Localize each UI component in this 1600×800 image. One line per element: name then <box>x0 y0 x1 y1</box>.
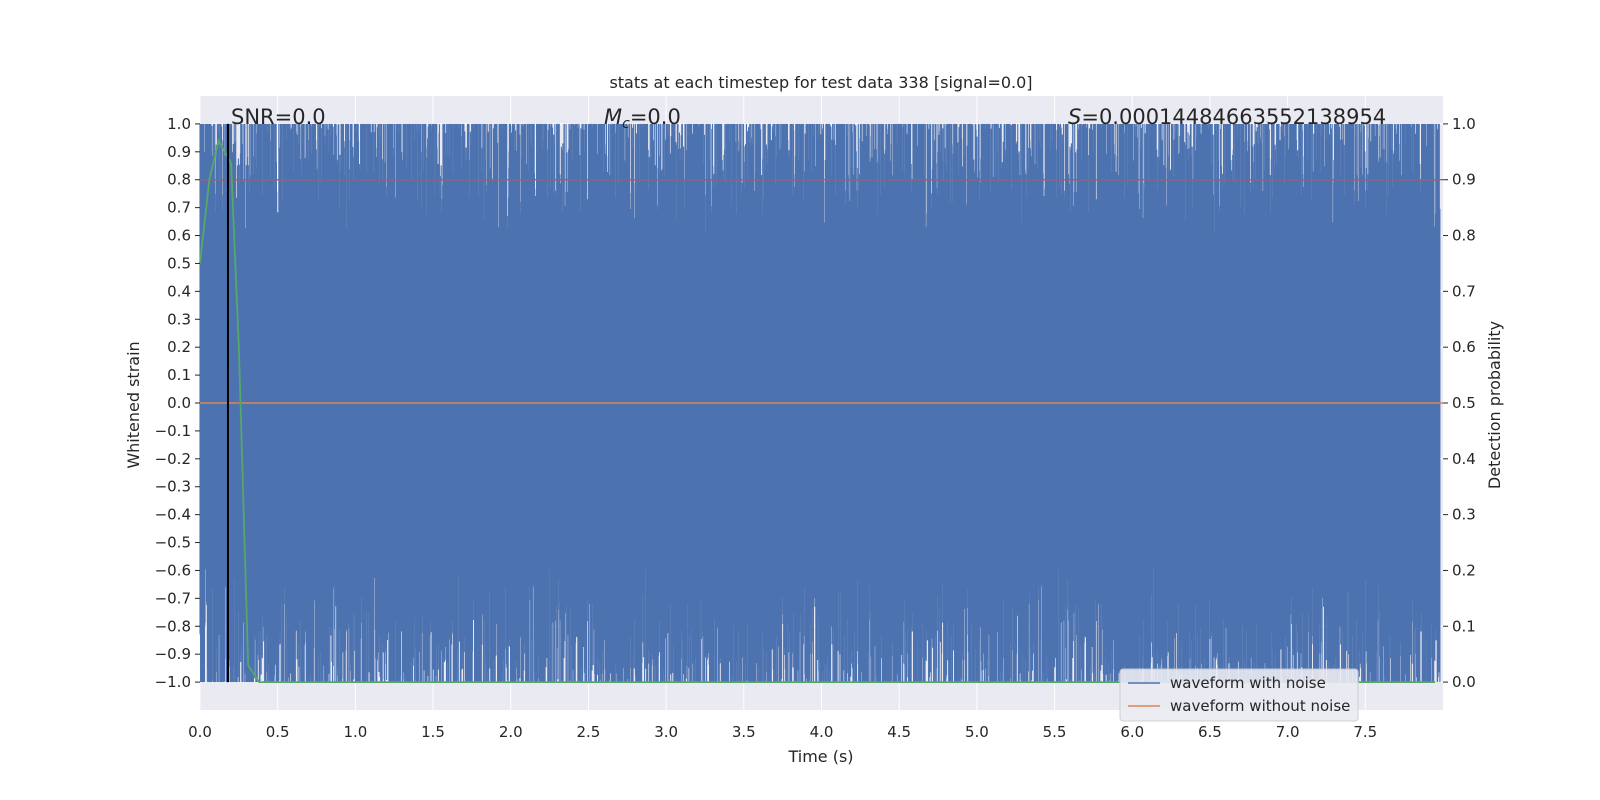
y-right-tick-label: 0.6 <box>1452 338 1476 356</box>
y-right-tick-label: 0.1 <box>1452 617 1476 635</box>
x-tick-label: 2.5 <box>577 723 601 741</box>
legend-label-noise: waveform with noise <box>1170 674 1326 692</box>
x-tick-label: 1.5 <box>421 723 445 741</box>
x-tick-label: 7.5 <box>1353 723 1377 741</box>
x-tick-label: 0.5 <box>266 723 290 741</box>
y-left-tick-label: 0.6 <box>167 227 191 245</box>
chirp-mass-symbol: M <box>604 105 622 129</box>
y-left-tick-label: −0.4 <box>155 506 191 524</box>
x-axis-label: Time (s) <box>787 747 853 766</box>
chirp-mass-subscript: c <box>622 116 630 132</box>
s-annotation: S=0.00014484663552138954 <box>1068 105 1386 129</box>
y-left-tick-label: 0.9 <box>167 143 191 161</box>
y-right-tick-label: 0.0 <box>1452 673 1476 691</box>
y-right-tick-label: 0.3 <box>1452 506 1476 524</box>
series-detection-probability <box>199 138 1436 683</box>
chart-title: stats at each timestep for test data 338… <box>609 73 1032 92</box>
y-right-tick-label: 0.4 <box>1452 450 1476 468</box>
snr-annotation: SNR=0.0 <box>231 105 326 129</box>
x-tick-label: 5.5 <box>1043 723 1067 741</box>
y-left-axis-label: Whitened strain <box>124 341 143 468</box>
y-left-tick-label: −0.7 <box>155 589 191 607</box>
y-left-tick-label: 0.1 <box>167 366 191 384</box>
series-layer <box>199 123 1443 683</box>
x-tick-label: 0.0 <box>188 723 212 741</box>
x-tick-label: 7.0 <box>1276 723 1300 741</box>
x-tick-label: 4.0 <box>810 723 834 741</box>
tick-labels: 0.0 0.5 1.0 1.5 2.0 2.5 3.0 3.5 4.0 4.5 5.0 5.5 6.0 6… <box>155 115 1476 741</box>
x-tick-label: 6.0 <box>1120 723 1144 741</box>
y-left-tick-label: 0.3 <box>167 310 191 328</box>
y-left-tick-label: 1.0 <box>167 115 191 133</box>
x-tick-label: 4.5 <box>887 723 911 741</box>
x-tick-label: 5.0 <box>965 723 989 741</box>
s-symbol: S <box>1068 105 1081 129</box>
y-left-tick-label: −1.0 <box>155 673 191 691</box>
y-left-tick-label: 0.0 <box>167 394 191 412</box>
legend: waveform with noise waveform without noi… <box>1119 668 1359 722</box>
y-left-tick-label: −0.3 <box>155 478 191 496</box>
y-left-tick-label: 0.2 <box>167 338 191 356</box>
x-tick-label: 2.0 <box>499 723 523 741</box>
y-right-tick-label: 0.7 <box>1452 282 1476 300</box>
y-left-tick-label: 0.8 <box>167 171 191 189</box>
x-tick-label: 3.5 <box>732 723 756 741</box>
y-right-tick-label: 1.0 <box>1452 115 1476 133</box>
y-left-tick-label: 0.7 <box>167 199 191 217</box>
y-right-tick-label: 0.9 <box>1452 171 1476 189</box>
series-waveform-with-noise <box>199 123 1441 683</box>
y-left-tick-label: −0.5 <box>155 534 191 552</box>
y-right-axis-label: Detection probability <box>1485 321 1504 489</box>
y-right-tick-label: 0.5 <box>1452 394 1476 412</box>
y-left-tick-label: −0.2 <box>155 450 191 468</box>
s-value: =0.00014484663552138954 <box>1081 105 1386 129</box>
chirp-mass-annotation: Mc=0.0 <box>604 105 681 132</box>
x-tick-label: 3.0 <box>654 723 678 741</box>
y-left-tick-label: −0.6 <box>155 561 191 579</box>
y-right-tick-label: 0.2 <box>1452 561 1476 579</box>
y-left-tick-label: 0.4 <box>167 282 191 300</box>
y-left-tick-label: −0.1 <box>155 422 191 440</box>
x-tick-label: 6.5 <box>1198 723 1222 741</box>
legend-label-clean: waveform without noise <box>1170 697 1350 715</box>
y-left-tick-label: −0.9 <box>155 645 191 663</box>
y-left-tick-label: 0.5 <box>167 254 191 272</box>
x-tick-label: 1.0 <box>343 723 367 741</box>
legend-box <box>1119 668 1359 722</box>
y-right-tick-label: 0.8 <box>1452 227 1476 245</box>
chirp-mass-value: =0.0 <box>630 105 681 129</box>
y-left-tick-label: −0.8 <box>155 617 191 635</box>
